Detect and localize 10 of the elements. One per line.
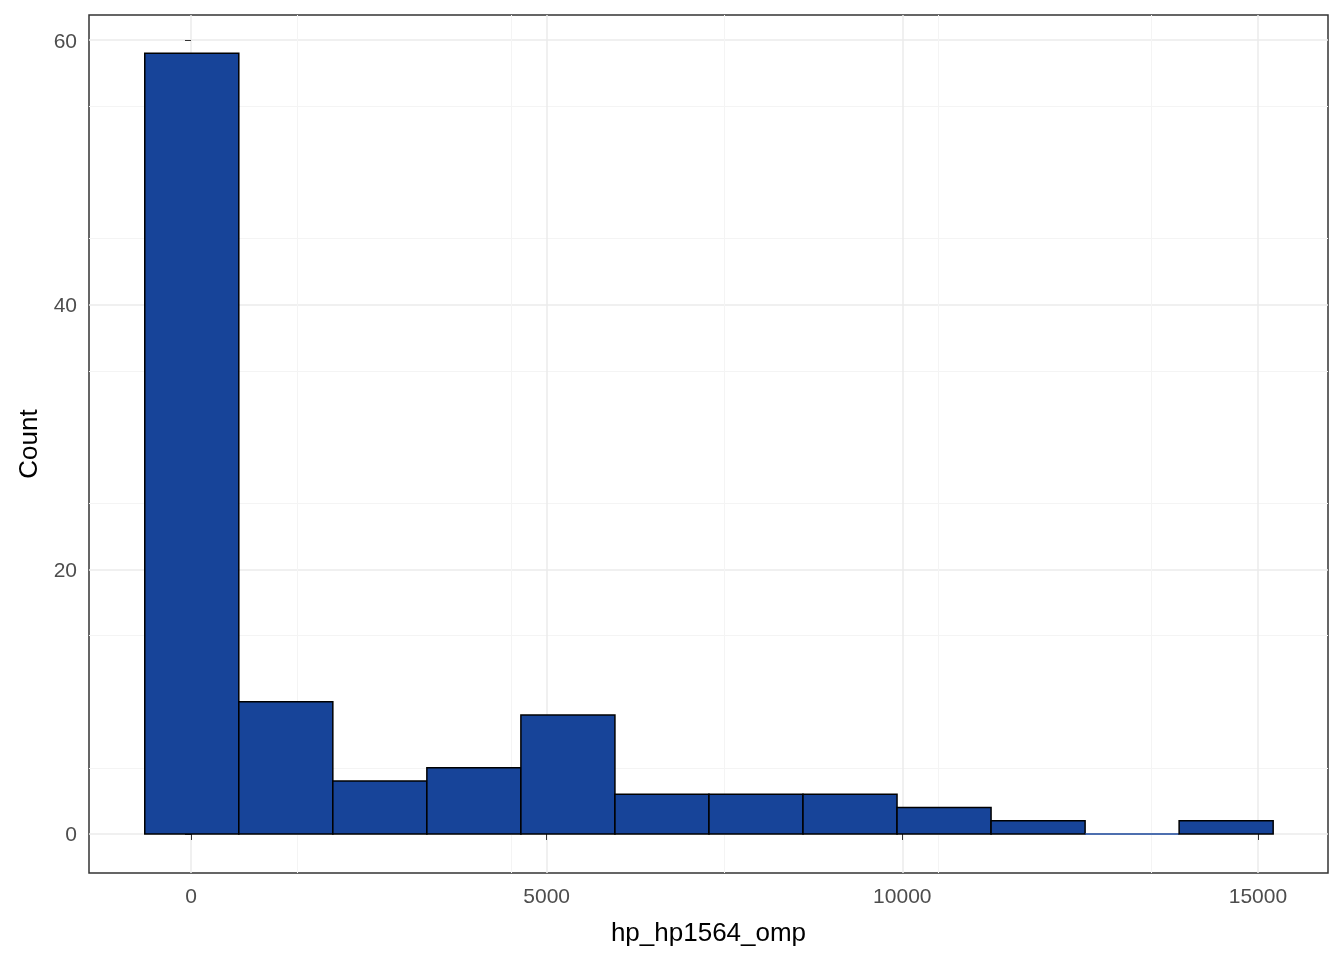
- y-tick-label: 40: [53, 293, 77, 317]
- x-tick-label: 10000: [873, 884, 932, 907]
- x-axis-title: hp_hp1564_omp: [610, 917, 807, 947]
- y-tick-label: 0: [65, 822, 77, 846]
- x-tick-label: 0: [185, 884, 197, 907]
- x-tick-label: 15000: [1228, 884, 1288, 907]
- y-axis-title: Count: [13, 408, 43, 479]
- y-tick-label: 20: [53, 557, 77, 581]
- y-tick-label: 60: [53, 28, 77, 52]
- x-tick-label: 5000: [523, 884, 570, 907]
